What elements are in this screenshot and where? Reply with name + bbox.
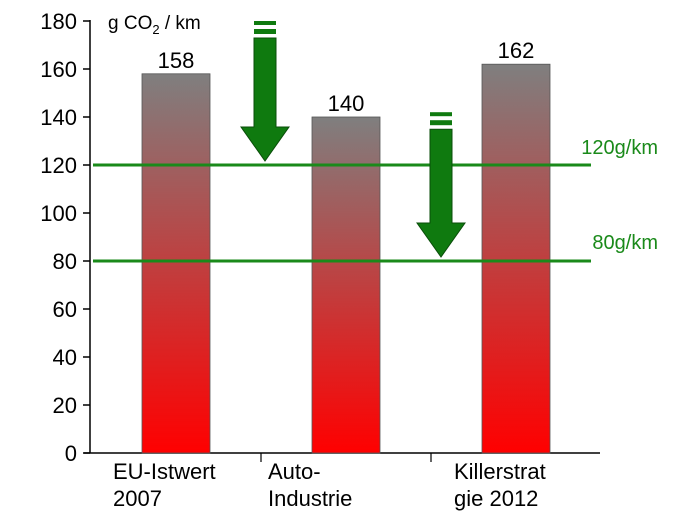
arrows (240, 21, 466, 258)
y-ticks: 0 20 40 60 80 100 120 140 160 180 (40, 9, 90, 466)
category-label-line2: 2007 (113, 486, 162, 511)
arrow-stripe (254, 21, 276, 25)
bar-value-label: 140 (328, 91, 365, 116)
down-arrow-icon (416, 128, 466, 258)
bar-value-label: 158 (158, 48, 195, 73)
bar (311, 116, 381, 454)
category-label-line2: Industrie (268, 486, 352, 511)
bar (481, 63, 551, 454)
reference-line-label: 120g/km (581, 137, 658, 159)
y-tick-label: 40 (53, 345, 77, 370)
x-category-separators (260, 453, 432, 462)
y-tick-label: 140 (40, 105, 77, 130)
y-tick-label: 100 (40, 201, 77, 226)
reference-lines: 120g/km 80g/km (93, 137, 658, 263)
bars: 158 140 162 (141, 38, 551, 454)
down-arrow-icon (240, 37, 290, 162)
y-tick-label: 0 (65, 441, 77, 466)
category-label-line1: EU-Istwert (113, 459, 216, 484)
arrow-stripe (430, 120, 452, 126)
y-tick-label: 120 (40, 153, 77, 178)
arrow-stripe (430, 112, 452, 117)
bar (141, 73, 211, 454)
reference-line-label: 80g/km (592, 232, 658, 254)
category-label-line2: gie 2012 (454, 486, 538, 511)
bar-value-label: 162 (498, 38, 535, 63)
y-tick-label: 20 (53, 393, 77, 418)
y-tick-label: 160 (40, 57, 77, 82)
y-tick-label: 80 (53, 249, 77, 274)
y-tick-label: 60 (53, 297, 77, 322)
category-label-line1: Auto- (268, 459, 321, 484)
unit-label: g CO2 / km (108, 13, 201, 37)
category-label-line1: Killerstrat (454, 459, 546, 484)
arrow-stripe (254, 29, 276, 34)
y-tick-label: 180 (40, 9, 77, 34)
